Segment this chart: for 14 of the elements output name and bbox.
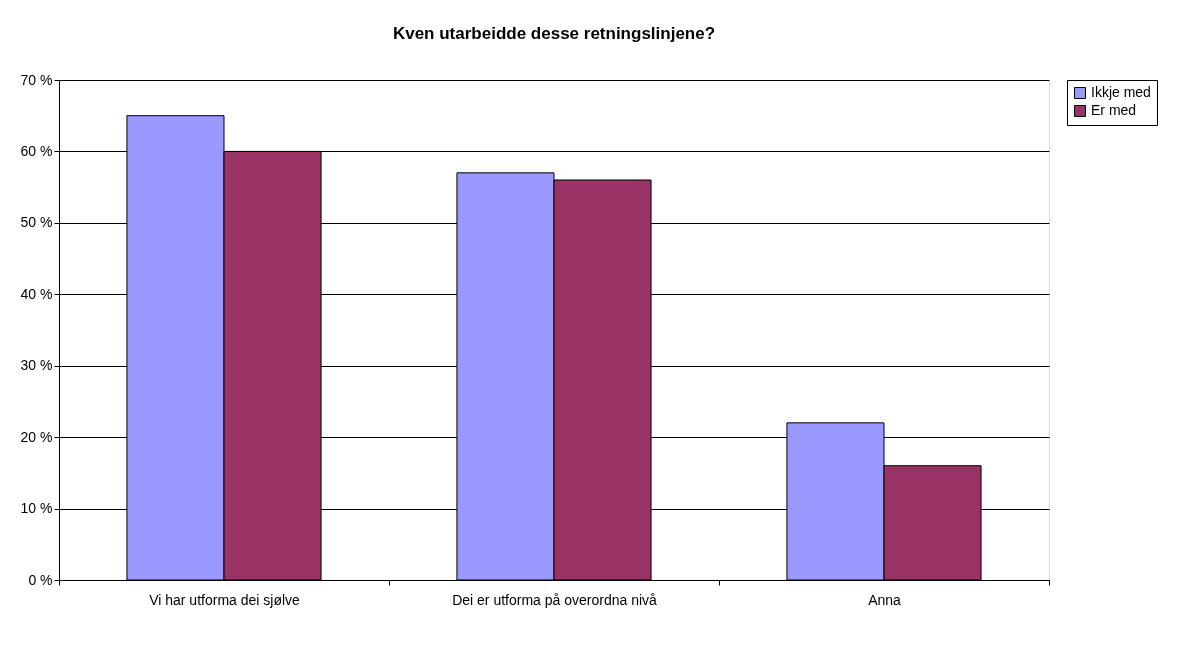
chart-title: Kven utarbeidde desse retningslinjene? — [392, 24, 716, 43]
x-tick-label: Vi har utforma dei sjølve — [149, 591, 301, 608]
y-tick-label: 40 % — [20, 285, 53, 302]
legend-label: Er med — [1091, 102, 1137, 118]
y-tick-label: 30 % — [20, 357, 53, 374]
y-tick-label: 60 % — [20, 142, 53, 159]
y-tick-label: 10 % — [20, 500, 53, 517]
legend-label: Ikkje med — [1091, 84, 1151, 100]
x-tick-label: Dei er utforma på overordna nivå — [452, 591, 658, 608]
y-tick-label: 50 % — [20, 214, 53, 231]
y-tick-label: 0 % — [28, 571, 53, 588]
x-tick-label: Anna — [868, 591, 902, 608]
y-tick-label: 70 % — [20, 71, 53, 88]
y-tick-label: 20 % — [20, 428, 53, 445]
